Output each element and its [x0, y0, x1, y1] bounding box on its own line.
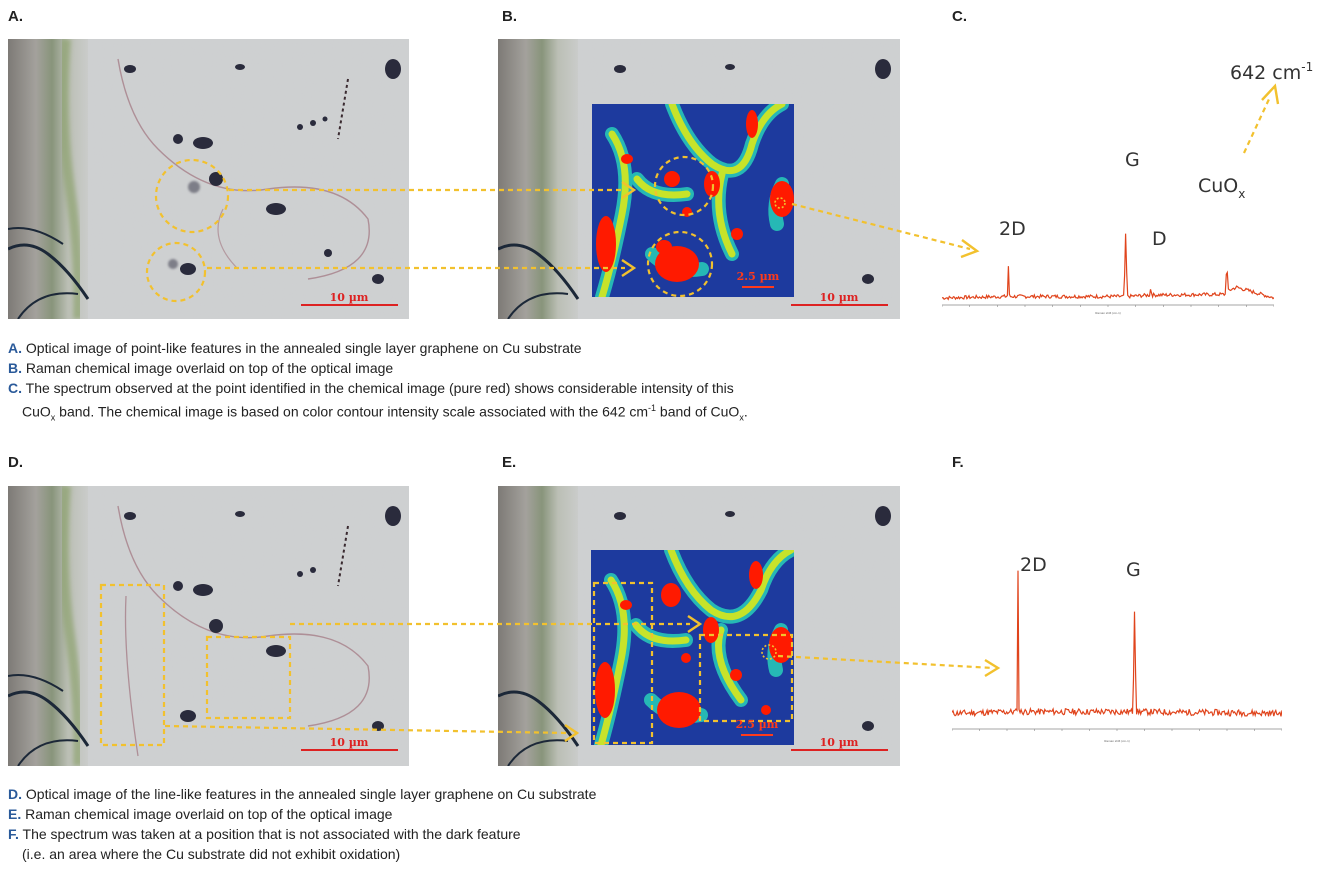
panel-c-letter: C.	[952, 8, 967, 25]
panel-d-letter: D.	[8, 454, 23, 471]
panel-b-letter: B.	[502, 8, 517, 25]
cuox-wavenumber-label: 642 cm-1	[1230, 60, 1313, 84]
panel-f-spectrum: Raman shift (cm-1)	[952, 568, 1282, 743]
panel-b-raman-map: 2.5 µm	[592, 104, 794, 297]
spectrum-x-label: Raman shift (cm-1)	[1095, 311, 1121, 315]
panel-f-letter: F.	[952, 454, 964, 471]
peak-g-label: G	[1125, 149, 1140, 171]
caption-c-continued: CuOx band. The chemical image is based o…	[22, 403, 748, 423]
caption-a: A. Optical image of point-like features …	[8, 340, 582, 356]
caption-d: D. Optical image of the line-like featur…	[8, 786, 597, 802]
panel-d-scale-label: 10 µm	[330, 736, 369, 749]
caption-c: C. The spectrum observed at the point id…	[8, 380, 734, 396]
spectrum-line	[952, 570, 1282, 718]
caption-f-continued: (i.e. an area where the Cu substrate did…	[22, 846, 401, 862]
panel-a-optical-image: 10 µm	[8, 39, 409, 319]
panel-e-letter: E.	[502, 454, 517, 471]
panel-d-optical-image: 10 µm	[8, 486, 409, 766]
spectrum-x-label: Raman shift (cm-1)	[1104, 739, 1130, 743]
panel-e-raman-map: 2.5 µm	[591, 550, 794, 745]
spectrum-line	[942, 233, 1274, 301]
caption-e: E. Raman chemical image overlaid on top …	[8, 806, 393, 822]
caption-f: F. The spectrum was taken at a position …	[8, 826, 521, 842]
panel-e-scale-label: 10 µm	[820, 736, 859, 749]
peak-cuox-label: CuOx	[1198, 175, 1245, 201]
panel-a-scale-label: 10 µm	[330, 291, 369, 304]
panel-b-scale-label: 10 µm	[820, 291, 859, 304]
panel-e-map-scale-label: 2.5 µm	[736, 718, 779, 731]
caption-b: B. Raman chemical image overlaid on top …	[8, 360, 394, 376]
panel-c-spectrum: Raman shift (cm-1)	[942, 230, 1274, 315]
panel-a-letter: A.	[8, 8, 23, 25]
panel-b-map-scale-label: 2.5 µm	[737, 270, 780, 283]
